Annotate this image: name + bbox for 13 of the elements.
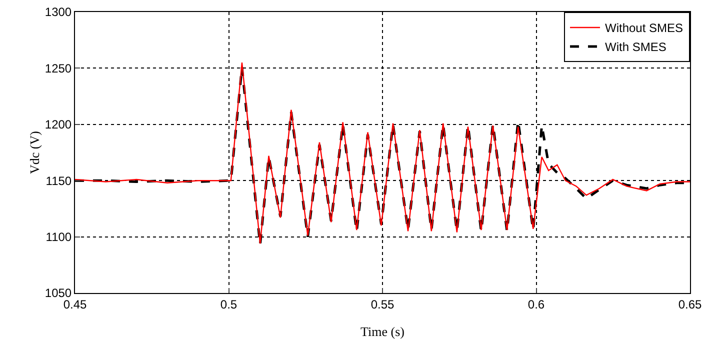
x-tick-label: 0.6 <box>528 297 545 312</box>
y-axis-title: Vdc (V) <box>27 131 42 174</box>
legend-label: Without SMES <box>605 21 684 36</box>
x-axis-title: Time (s) <box>360 324 404 339</box>
y-tick-label: 1250 <box>44 61 72 76</box>
y-tick-label: 1150 <box>46 174 72 188</box>
y-tick-label: 1200 <box>44 118 72 132</box>
y-tick-label: 1300 <box>44 5 72 20</box>
x-tick-label: 0.5 <box>220 297 238 312</box>
x-tick-label: 0.55 <box>370 297 394 312</box>
x-tick-label: 0.65 <box>678 297 702 312</box>
y-tick-label: 1100 <box>46 230 72 244</box>
legend-label: With SMES <box>605 40 666 54</box>
